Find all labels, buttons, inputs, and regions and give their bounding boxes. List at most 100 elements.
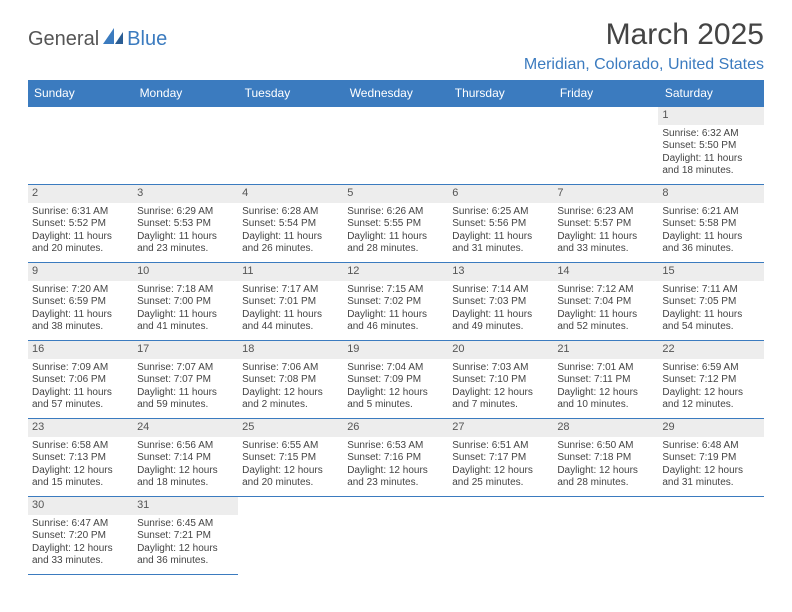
daylight-text: and 36 minutes.: [137, 555, 234, 568]
sunrise-text: Sunrise: 7:15 AM: [347, 284, 444, 297]
calendar-cell: [238, 497, 343, 575]
title-block: March 2025 Meridian, Colorado, United St…: [524, 18, 764, 74]
day-number: 29: [658, 419, 763, 437]
calendar-cell: 9Sunrise: 7:20 AMSunset: 6:59 PMDaylight…: [28, 263, 133, 341]
col-saturday: Saturday: [658, 80, 763, 107]
sunset-text: Sunset: 5:57 PM: [557, 218, 654, 231]
calendar-cell: [448, 497, 553, 575]
day-number: 10: [133, 263, 238, 281]
daylight-text: Daylight: 12 hours: [662, 465, 759, 478]
sunrise-text: Sunrise: 6:29 AM: [137, 206, 234, 219]
calendar-cell: 30Sunrise: 6:47 AMSunset: 7:20 PMDayligh…: [28, 497, 133, 575]
day-number: 18: [238, 341, 343, 359]
calendar-cell: 26Sunrise: 6:53 AMSunset: 7:16 PMDayligh…: [343, 419, 448, 497]
daylight-text: and 59 minutes.: [137, 399, 234, 412]
calendar-row: 1Sunrise: 6:32 AMSunset: 5:50 PMDaylight…: [28, 107, 764, 185]
day-number: 16: [28, 341, 133, 359]
daylight-text: and 52 minutes.: [557, 321, 654, 334]
daylight-text: and 2 minutes.: [242, 399, 339, 412]
sunrise-text: Sunrise: 6:56 AM: [137, 440, 234, 453]
sunrise-text: Sunrise: 7:18 AM: [137, 284, 234, 297]
sunrise-text: Sunrise: 7:09 AM: [32, 362, 129, 375]
sunset-text: Sunset: 5:55 PM: [347, 218, 444, 231]
daylight-text: Daylight: 12 hours: [557, 465, 654, 478]
sunset-text: Sunset: 7:18 PM: [557, 452, 654, 465]
day-number: 4: [238, 185, 343, 203]
location-text: Meridian, Colorado, United States: [524, 56, 764, 74]
col-monday: Monday: [133, 80, 238, 107]
daylight-text: Daylight: 11 hours: [137, 309, 234, 322]
calendar-cell: 8Sunrise: 6:21 AMSunset: 5:58 PMDaylight…: [658, 185, 763, 263]
daylight-text: and 31 minutes.: [662, 477, 759, 490]
sunset-text: Sunset: 5:54 PM: [242, 218, 339, 231]
daylight-text: and 18 minutes.: [662, 165, 759, 178]
daylight-text: and 46 minutes.: [347, 321, 444, 334]
sunset-text: Sunset: 7:00 PM: [137, 296, 234, 309]
col-tuesday: Tuesday: [238, 80, 343, 107]
calendar-cell: 18Sunrise: 7:06 AMSunset: 7:08 PMDayligh…: [238, 341, 343, 419]
calendar-cell: 27Sunrise: 6:51 AMSunset: 7:17 PMDayligh…: [448, 419, 553, 497]
sunset-text: Sunset: 7:12 PM: [662, 374, 759, 387]
sunrise-text: Sunrise: 6:28 AM: [242, 206, 339, 219]
day-number: 24: [133, 419, 238, 437]
calendar-cell: 2Sunrise: 6:31 AMSunset: 5:52 PMDaylight…: [28, 185, 133, 263]
day-number: 19: [343, 341, 448, 359]
day-number: 15: [658, 263, 763, 281]
day-number: 12: [343, 263, 448, 281]
sunset-text: Sunset: 7:02 PM: [347, 296, 444, 309]
calendar-cell: 6Sunrise: 6:25 AMSunset: 5:56 PMDaylight…: [448, 185, 553, 263]
daylight-text: and 44 minutes.: [242, 321, 339, 334]
calendar-cell: 24Sunrise: 6:56 AMSunset: 7:14 PMDayligh…: [133, 419, 238, 497]
logo-text-blue: Blue: [127, 28, 167, 51]
sunrise-text: Sunrise: 6:48 AM: [662, 440, 759, 453]
calendar-cell: [658, 497, 763, 575]
sunrise-text: Sunrise: 6:21 AM: [662, 206, 759, 219]
sunset-text: Sunset: 7:08 PM: [242, 374, 339, 387]
calendar-cell: 11Sunrise: 7:17 AMSunset: 7:01 PMDayligh…: [238, 263, 343, 341]
daylight-text: and 28 minutes.: [557, 477, 654, 490]
daylight-text: and 54 minutes.: [662, 321, 759, 334]
logo: General Blue: [28, 28, 167, 51]
sunset-text: Sunset: 7:09 PM: [347, 374, 444, 387]
sunrise-text: Sunrise: 6:32 AM: [662, 128, 759, 141]
daylight-text: and 23 minutes.: [137, 243, 234, 256]
calendar-cell: 4Sunrise: 6:28 AMSunset: 5:54 PMDaylight…: [238, 185, 343, 263]
daylight-text: and 33 minutes.: [557, 243, 654, 256]
header: General Blue March 2025 Meridian, Colora…: [28, 18, 764, 74]
sunrise-text: Sunrise: 6:58 AM: [32, 440, 129, 453]
daylight-text: and 41 minutes.: [137, 321, 234, 334]
sunset-text: Sunset: 5:53 PM: [137, 218, 234, 231]
day-number: 22: [658, 341, 763, 359]
sunrise-text: Sunrise: 7:11 AM: [662, 284, 759, 297]
col-sunday: Sunday: [28, 80, 133, 107]
calendar-cell: 22Sunrise: 6:59 AMSunset: 7:12 PMDayligh…: [658, 341, 763, 419]
daylight-text: and 18 minutes.: [137, 477, 234, 490]
sunrise-text: Sunrise: 7:17 AM: [242, 284, 339, 297]
daylight-text: Daylight: 12 hours: [242, 387, 339, 400]
day-number: 14: [553, 263, 658, 281]
sunset-text: Sunset: 7:11 PM: [557, 374, 654, 387]
daylight-text: Daylight: 12 hours: [32, 465, 129, 478]
day-number: 8: [658, 185, 763, 203]
calendar-row: 2Sunrise: 6:31 AMSunset: 5:52 PMDaylight…: [28, 185, 764, 263]
daylight-text: Daylight: 11 hours: [242, 309, 339, 322]
daylight-text: and 23 minutes.: [347, 477, 444, 490]
day-number: 6: [448, 185, 553, 203]
calendar-cell: [448, 107, 553, 185]
daylight-text: Daylight: 12 hours: [347, 387, 444, 400]
daylight-text: and 57 minutes.: [32, 399, 129, 412]
month-title: March 2025: [524, 18, 764, 52]
daylight-text: Daylight: 11 hours: [662, 153, 759, 166]
sunset-text: Sunset: 7:14 PM: [137, 452, 234, 465]
sunrise-text: Sunrise: 7:20 AM: [32, 284, 129, 297]
sunrise-text: Sunrise: 7:03 AM: [452, 362, 549, 375]
sunset-text: Sunset: 7:21 PM: [137, 530, 234, 543]
daylight-text: Daylight: 11 hours: [557, 309, 654, 322]
calendar-cell: 12Sunrise: 7:15 AMSunset: 7:02 PMDayligh…: [343, 263, 448, 341]
daylight-text: and 36 minutes.: [662, 243, 759, 256]
sunrise-text: Sunrise: 6:59 AM: [662, 362, 759, 375]
daylight-text: Daylight: 11 hours: [452, 309, 549, 322]
daylight-text: and 38 minutes.: [32, 321, 129, 334]
calendar-cell: 1Sunrise: 6:32 AMSunset: 5:50 PMDaylight…: [658, 107, 763, 185]
calendar-cell: 23Sunrise: 6:58 AMSunset: 7:13 PMDayligh…: [28, 419, 133, 497]
